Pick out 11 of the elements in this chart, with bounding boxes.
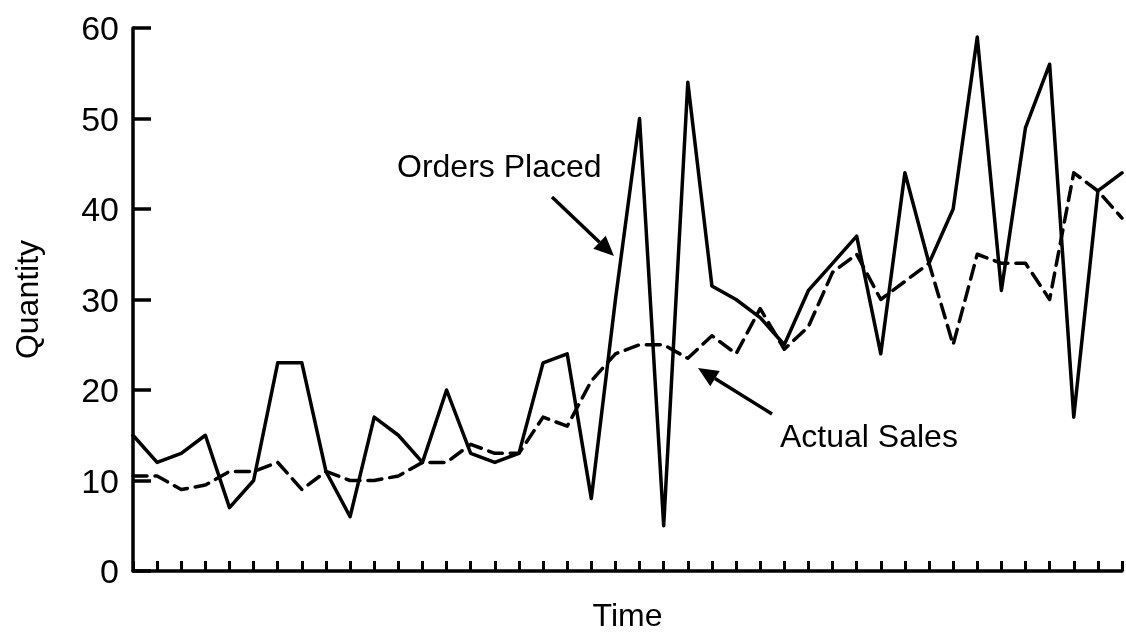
x-axis-title: Time: [592, 597, 663, 633]
y-tick-label: 50: [81, 99, 119, 138]
y-tick-label: 10: [81, 461, 119, 500]
annotation: Orders Placed: [397, 148, 602, 184]
y-tick-label: 40: [81, 190, 119, 228]
y-tick-label: 60: [81, 9, 119, 47]
y-tick-label: 30: [81, 280, 119, 319]
y-tick-label: 0: [100, 552, 119, 590]
annotation: Actual Sales: [780, 418, 958, 454]
y-tick-label: 20: [81, 371, 119, 409]
y-axis-title: Quantity: [9, 239, 45, 360]
